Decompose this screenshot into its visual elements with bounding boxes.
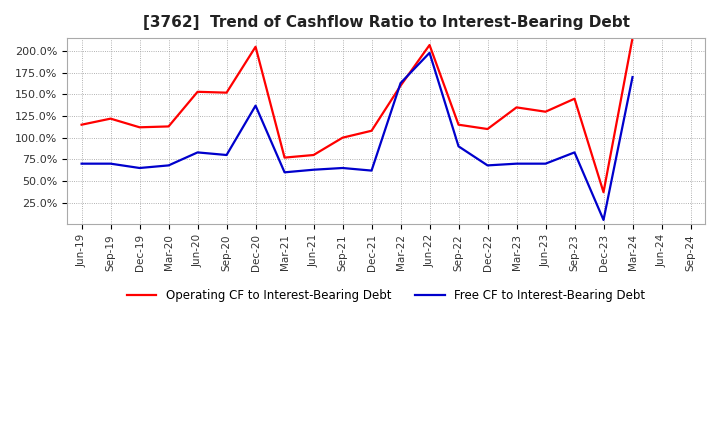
Free CF to Interest-Bearing Debt — [135, 165, 144, 171]
Operating CF to Interest-Bearing Debt — [628, 36, 636, 41]
Operating CF to Interest-Bearing Debt — [454, 122, 463, 127]
Operating CF to Interest-Bearing Debt — [164, 124, 173, 129]
Free CF to Interest-Bearing Debt — [193, 150, 202, 155]
Operating CF to Interest-Bearing Debt — [280, 155, 289, 160]
Operating CF to Interest-Bearing Debt — [77, 122, 86, 127]
Free CF to Interest-Bearing Debt — [77, 161, 86, 166]
Operating CF to Interest-Bearing Debt — [541, 109, 550, 114]
Free CF to Interest-Bearing Debt — [367, 168, 376, 173]
Free CF to Interest-Bearing Debt — [280, 170, 289, 175]
Free CF to Interest-Bearing Debt — [628, 74, 636, 80]
Operating CF to Interest-Bearing Debt — [426, 42, 434, 48]
Operating CF to Interest-Bearing Debt — [599, 190, 608, 195]
Free CF to Interest-Bearing Debt — [599, 217, 608, 223]
Free CF to Interest-Bearing Debt — [426, 50, 434, 55]
Operating CF to Interest-Bearing Debt — [193, 89, 202, 95]
Free CF to Interest-Bearing Debt — [541, 161, 550, 166]
Legend: Operating CF to Interest-Bearing Debt, Free CF to Interest-Bearing Debt: Operating CF to Interest-Bearing Debt, F… — [121, 283, 651, 308]
Free CF to Interest-Bearing Debt — [570, 150, 579, 155]
Free CF to Interest-Bearing Debt — [454, 144, 463, 149]
Free CF to Interest-Bearing Debt — [107, 161, 115, 166]
Operating CF to Interest-Bearing Debt — [309, 152, 318, 158]
Free CF to Interest-Bearing Debt — [309, 167, 318, 172]
Operating CF to Interest-Bearing Debt — [135, 125, 144, 130]
Free CF to Interest-Bearing Debt — [251, 103, 260, 108]
Operating CF to Interest-Bearing Debt — [251, 44, 260, 49]
Free CF to Interest-Bearing Debt — [483, 163, 492, 168]
Operating CF to Interest-Bearing Debt — [107, 116, 115, 121]
Free CF to Interest-Bearing Debt — [338, 165, 347, 171]
Free CF to Interest-Bearing Debt — [222, 152, 231, 158]
Title: [3762]  Trend of Cashflow Ratio to Interest-Bearing Debt: [3762] Trend of Cashflow Ratio to Intere… — [143, 15, 629, 30]
Free CF to Interest-Bearing Debt — [396, 81, 405, 86]
Operating CF to Interest-Bearing Debt — [512, 105, 521, 110]
Line: Operating CF to Interest-Bearing Debt: Operating CF to Interest-Bearing Debt — [81, 38, 632, 192]
Operating CF to Interest-Bearing Debt — [570, 96, 579, 101]
Operating CF to Interest-Bearing Debt — [483, 126, 492, 132]
Line: Free CF to Interest-Bearing Debt: Free CF to Interest-Bearing Debt — [81, 53, 632, 220]
Operating CF to Interest-Bearing Debt — [367, 128, 376, 133]
Operating CF to Interest-Bearing Debt — [396, 83, 405, 88]
Operating CF to Interest-Bearing Debt — [338, 135, 347, 140]
Free CF to Interest-Bearing Debt — [512, 161, 521, 166]
Operating CF to Interest-Bearing Debt — [222, 90, 231, 95]
Free CF to Interest-Bearing Debt — [164, 163, 173, 168]
